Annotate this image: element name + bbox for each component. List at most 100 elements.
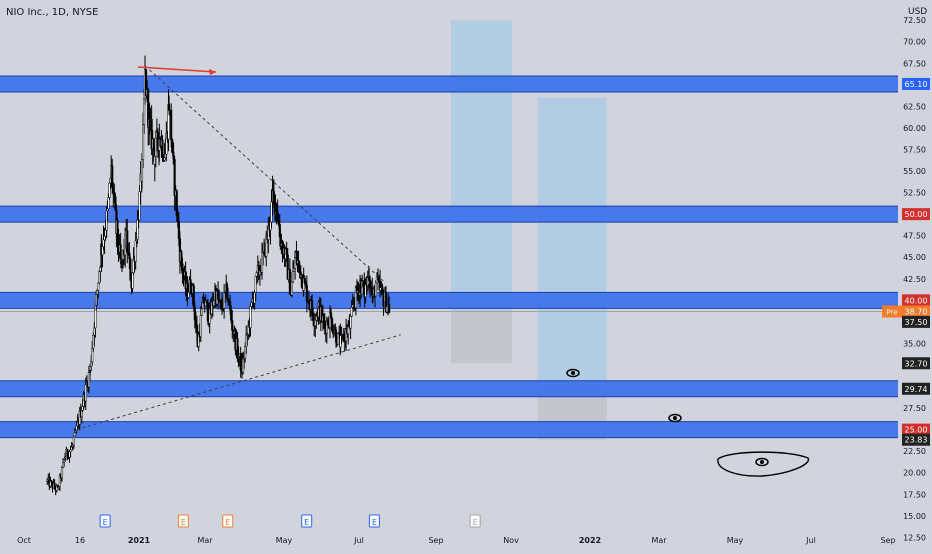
trendline-descending xyxy=(144,65,386,284)
price-badge xyxy=(902,433,930,446)
candle-body xyxy=(206,302,209,322)
candle-body xyxy=(53,482,56,488)
candle-body xyxy=(101,246,104,256)
candle-body xyxy=(91,347,94,363)
candle-body xyxy=(200,308,203,316)
candle-body xyxy=(192,285,195,307)
candle-body xyxy=(298,260,301,266)
price-badge-label: 32.70 xyxy=(905,359,928,368)
candle-body xyxy=(302,278,305,291)
candle-body xyxy=(66,449,69,456)
trendlines xyxy=(76,65,401,431)
eye-icon-pupil xyxy=(571,371,575,375)
earnings-marker: E xyxy=(368,514,380,528)
candle-body xyxy=(350,307,353,317)
eye-icon-outline xyxy=(566,368,580,378)
candle-body xyxy=(291,271,295,283)
projection-zone-stop-1 xyxy=(451,311,512,364)
earnings-marker-label: E xyxy=(304,518,309,527)
projection-zone-target-1 xyxy=(451,20,512,312)
earnings-marker-label: E xyxy=(225,518,230,527)
candles xyxy=(46,55,391,496)
candle-body xyxy=(311,300,314,313)
earnings-marker-box xyxy=(301,514,313,528)
candle-body xyxy=(325,321,328,334)
candle-body xyxy=(254,275,257,293)
y-tick-label: 72.50 xyxy=(903,16,926,25)
eye-icon xyxy=(755,457,769,467)
candle-body xyxy=(156,132,160,146)
candle-body xyxy=(349,316,352,329)
candle-body xyxy=(114,196,117,211)
red-arrow-head xyxy=(209,69,216,75)
candle-body xyxy=(347,326,350,335)
candle-body xyxy=(161,139,164,158)
x-tick-label: May xyxy=(727,536,744,545)
y-tick-label: 22.50 xyxy=(903,447,926,456)
price-badge-tag xyxy=(882,305,902,318)
y-axis: 72.50 70.00 67.50 62.50 60.00 57.50 55.00 52.50… xyxy=(882,16,930,542)
currency-label: USD xyxy=(908,7,927,17)
earnings-marker: E xyxy=(222,514,234,528)
candle-body xyxy=(299,265,302,279)
x-tick-label: Mar xyxy=(651,536,667,545)
x-tick-label: May xyxy=(276,536,293,545)
earnings-marker: E xyxy=(177,514,189,528)
price-badge xyxy=(902,382,930,395)
y-tick-label: 20.00 xyxy=(903,469,926,478)
annotations xyxy=(137,66,810,477)
candle-body xyxy=(286,254,289,280)
y-tick-label: 12.50 xyxy=(903,533,926,542)
eye-icon-pupil xyxy=(673,416,677,420)
level-band-3 xyxy=(0,292,898,309)
x-tick-label: Jul xyxy=(353,536,364,545)
price-badge-label: 40.00 xyxy=(905,296,928,305)
candle-body xyxy=(303,278,306,284)
price-badge xyxy=(902,357,930,370)
y-tick-label: 57.50 xyxy=(903,145,926,154)
candle-body xyxy=(107,197,110,209)
candle-body xyxy=(265,234,268,257)
candle-body xyxy=(134,240,137,262)
candle-body xyxy=(388,304,391,313)
x-tick-label: 2022 xyxy=(579,536,601,545)
candle-body xyxy=(69,449,72,452)
candle-body xyxy=(171,139,174,153)
y-tick-label: 60.00 xyxy=(903,124,926,133)
earnings-marker-label: E xyxy=(372,518,377,527)
candle-body xyxy=(84,384,87,402)
price-badge xyxy=(902,294,930,307)
candle-body xyxy=(187,292,190,298)
candle-body xyxy=(170,109,173,140)
y-tick-label: 27.50 xyxy=(903,404,926,413)
level-bands xyxy=(0,75,898,439)
candle-body xyxy=(60,467,64,479)
eye-icon xyxy=(668,413,682,423)
price-badge-label: 29.74 xyxy=(905,385,928,394)
candle-body xyxy=(64,456,67,458)
price-badge xyxy=(902,315,930,328)
price-badge-tag-label: Pre xyxy=(886,309,897,317)
y-tick-label: 47.50 xyxy=(903,232,926,241)
candle-body xyxy=(290,281,294,296)
candle-body xyxy=(138,191,141,221)
y-tick-label: 62.50 xyxy=(903,102,926,111)
y-tick-label: 45.00 xyxy=(903,253,926,262)
x-tick-label: Oct xyxy=(17,536,31,545)
x-tick-label: 16 xyxy=(75,536,85,545)
x-tick-label: Mar xyxy=(197,536,213,545)
projection-zone-target-2 xyxy=(537,97,607,387)
candle-body xyxy=(97,282,100,291)
hand-drawn-eye-icon xyxy=(717,451,810,477)
level-band-2 xyxy=(0,206,898,223)
price-badge xyxy=(902,305,930,318)
x-tick-label: Jul xyxy=(805,536,816,545)
level-band-4 xyxy=(0,380,898,397)
candle-body xyxy=(208,308,211,324)
y-tick-label: 55.00 xyxy=(903,167,926,176)
candle-body xyxy=(199,315,202,337)
price-badge-label: 50.00 xyxy=(905,210,928,219)
